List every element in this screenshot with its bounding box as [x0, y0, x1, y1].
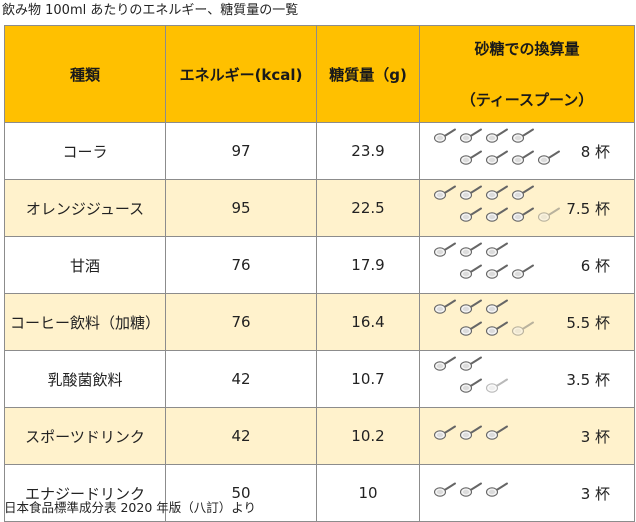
sugar-value: 10.7 [316, 350, 420, 408]
cups-value: 3.5 杯 [566, 370, 610, 389]
teaspoon-icon [459, 185, 482, 200]
cups-value: 7.5 杯 [566, 199, 610, 218]
energy-value: 97 [165, 122, 317, 180]
drink-name: 乳酸菌飲料 [4, 350, 166, 408]
teaspoon-icon [459, 128, 482, 143]
spoon-cell: 7.5 杯 [419, 179, 635, 237]
header-spoon-line1: 砂糖での換算量 [474, 40, 580, 58]
cups-value: 3 杯 [580, 427, 610, 446]
spoon-cell: 3 杯 [419, 464, 635, 522]
spoon-icons [434, 470, 574, 517]
teaspoon-icon [511, 185, 534, 200]
energy-value: 95 [165, 179, 317, 237]
teaspoon-icon [459, 356, 482, 371]
table-row: スポーツドリンク 42 10.2 3 杯 [4, 407, 635, 465]
header-spoon-line2: （ティースプーン） [460, 91, 594, 109]
table-row: コーヒー飲料（加糖） 76 16.4 5.5 杯 [4, 293, 635, 351]
table-row: コーラ 97 23.9 8 杯 [4, 122, 635, 180]
spoon-cell: 5.5 杯 [419, 293, 635, 351]
spoon-icons [434, 356, 574, 403]
spoon-icons [434, 128, 574, 175]
teaspoon-icon [459, 264, 482, 279]
sugar-value: 17.9 [316, 236, 420, 294]
drink-name: 甘酒 [4, 236, 166, 294]
teaspoon-icon [511, 321, 534, 336]
header-energy: エネルギー(kcal) [165, 25, 317, 123]
spoon-cell: 8 杯 [419, 122, 635, 180]
teaspoon-icon [485, 185, 508, 200]
teaspoon-icon [511, 128, 534, 143]
header-spoon-equivalent: 砂糖での換算量 （ティースプーン） [419, 25, 635, 123]
sugar-value: 10.2 [316, 407, 420, 465]
spoon-icons [434, 185, 574, 232]
teaspoon-icon [459, 482, 482, 497]
cups-value: 3 杯 [580, 484, 610, 503]
sugar-value: 22.5 [316, 179, 420, 237]
teaspoon-icon [537, 150, 560, 165]
table-header-row: 種類 エネルギー(kcal) 糖質量（g) 砂糖での換算量 （ティースプーン） [4, 25, 635, 123]
energy-value: 76 [165, 236, 317, 294]
cups-value: 5.5 杯 [566, 313, 610, 332]
teaspoon-icon [485, 425, 508, 440]
teaspoon-icon [459, 207, 482, 222]
spoon-cell: 6 杯 [419, 236, 635, 294]
table-caption: 飲み物 100ml あたりのエネルギー、糖質量の一覧 [2, 3, 299, 18]
teaspoon-icon [511, 264, 534, 279]
energy-value: 50 [165, 464, 317, 522]
teaspoon-icon [459, 321, 482, 336]
teaspoon-icon [459, 150, 482, 165]
energy-value: 76 [165, 293, 317, 351]
drink-name: エナジードリンク [4, 464, 166, 522]
table-row: 乳酸菌飲料 42 10.7 3.5 杯 [4, 350, 635, 408]
drink-name: スポーツドリンク [4, 407, 166, 465]
table-row: エナジードリンク 50 10 3 杯 [4, 464, 635, 522]
teaspoon-icon [459, 378, 482, 393]
teaspoon-icon [485, 207, 508, 222]
teaspoon-icon [485, 378, 508, 393]
sugar-value: 10 [316, 464, 420, 522]
teaspoon-icon [459, 242, 482, 257]
teaspoon-icon [511, 150, 534, 165]
teaspoon-icon [485, 264, 508, 279]
teaspoon-icon [434, 242, 456, 257]
table-row: オレンジジュース 95 22.5 7.5 杯 [4, 179, 635, 237]
cups-value: 8 杯 [580, 142, 610, 161]
teaspoon-icon [485, 242, 508, 257]
teaspoon-icon [459, 299, 482, 314]
energy-value: 42 [165, 350, 317, 408]
teaspoon-icon [537, 207, 560, 222]
energy-value: 42 [165, 407, 317, 465]
teaspoon-icon [434, 425, 456, 440]
teaspoon-icon [485, 299, 508, 314]
teaspoon-icon [459, 425, 482, 440]
drink-name: コーラ [4, 122, 166, 180]
drink-name: オレンジジュース [4, 179, 166, 237]
teaspoon-icon [511, 207, 534, 222]
spoon-cell: 3.5 杯 [419, 350, 635, 408]
teaspoon-icon [434, 482, 456, 497]
sugar-value: 16.4 [316, 293, 420, 351]
teaspoon-icon [485, 150, 508, 165]
sugar-value: 23.9 [316, 122, 420, 180]
header-type: 種類 [4, 25, 166, 123]
spoon-cell: 3 杯 [419, 407, 635, 465]
source-note: 日本食品標準成分表 2020 年版（八訂）より [4, 500, 257, 515]
teaspoon-icon [485, 482, 508, 497]
sugar-table: 種類 エネルギー(kcal) 糖質量（g) 砂糖での換算量 （ティースプーン） … [4, 25, 635, 522]
cups-value: 6 杯 [580, 256, 610, 275]
teaspoon-icon [434, 128, 456, 143]
teaspoon-icon [434, 185, 456, 200]
drink-name: コーヒー飲料（加糖） [4, 293, 166, 351]
teaspoon-icon [434, 299, 456, 314]
table-row: 甘酒 76 17.9 6 杯 [4, 236, 635, 294]
spoon-icons [434, 413, 574, 460]
spoon-icons [434, 242, 574, 289]
teaspoon-icon [485, 128, 508, 143]
spoon-icons [434, 299, 574, 346]
teaspoon-icon [485, 321, 508, 336]
teaspoon-icon [434, 356, 456, 371]
header-sugar: 糖質量（g) [316, 25, 420, 123]
